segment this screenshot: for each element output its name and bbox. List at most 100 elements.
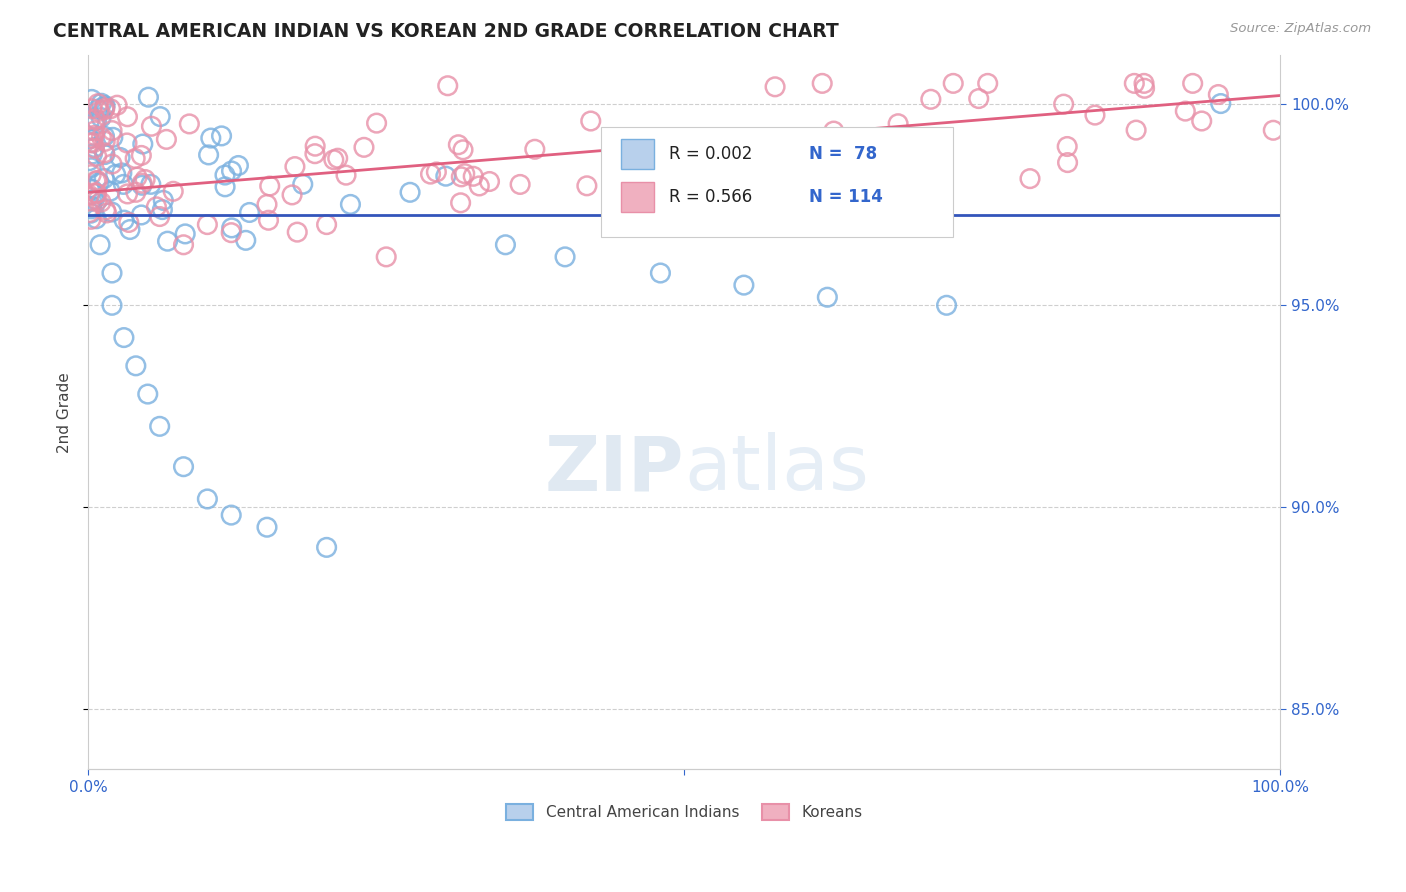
- Point: [90, 195, 112, 210]
- Text: atlas: atlas: [685, 433, 869, 507]
- Point: [621, 203, 644, 218]
- Point: [852, 186, 875, 200]
- Point: [942, 76, 965, 90]
- Point: [94, 202, 117, 217]
- Point: [920, 92, 942, 106]
- Point: [925, 136, 948, 151]
- Point: [90, 96, 112, 111]
- Point: [235, 233, 257, 247]
- Point: [93, 171, 115, 186]
- Point: [256, 520, 278, 534]
- Point: [478, 174, 501, 188]
- Point: [197, 148, 219, 162]
- Point: [304, 146, 326, 161]
- Point: [124, 152, 146, 166]
- Point: [136, 387, 159, 401]
- Point: [80, 102, 103, 116]
- Point: [125, 186, 148, 200]
- Point: [101, 130, 124, 145]
- Point: [1181, 76, 1204, 90]
- Point: [125, 170, 148, 185]
- FancyBboxPatch shape: [621, 139, 654, 169]
- Point: [79, 136, 101, 150]
- Point: [100, 102, 122, 116]
- Point: [304, 139, 326, 153]
- Point: [509, 178, 531, 192]
- Point: [1209, 96, 1232, 111]
- Point: [152, 202, 174, 217]
- Point: [101, 123, 124, 137]
- Point: [1056, 139, 1078, 153]
- Point: [174, 227, 197, 241]
- Point: [221, 220, 243, 235]
- Point: [93, 129, 115, 144]
- Point: [94, 134, 117, 148]
- Point: [284, 160, 307, 174]
- Point: [87, 104, 110, 119]
- Point: [79, 132, 101, 146]
- Point: [80, 194, 103, 208]
- Point: [138, 90, 160, 104]
- Point: [82, 183, 104, 197]
- Point: [94, 98, 117, 112]
- Point: [281, 188, 304, 202]
- Point: [887, 117, 910, 131]
- Point: [912, 147, 935, 161]
- Point: [87, 176, 110, 190]
- Point: [149, 419, 172, 434]
- Point: [131, 208, 153, 222]
- Point: [101, 157, 124, 171]
- Point: [179, 117, 201, 131]
- Point: [326, 151, 349, 165]
- Point: [152, 194, 174, 208]
- Point: [815, 290, 838, 304]
- Point: [80, 168, 103, 182]
- FancyBboxPatch shape: [621, 182, 654, 212]
- Point: [86, 113, 108, 128]
- Point: [463, 169, 485, 184]
- Point: [219, 226, 242, 240]
- Point: [257, 213, 280, 227]
- Point: [654, 178, 676, 192]
- Point: [976, 76, 998, 90]
- Point: [322, 153, 344, 167]
- Point: [967, 91, 990, 105]
- Text: Source: ZipAtlas.com: Source: ZipAtlas.com: [1230, 22, 1371, 36]
- Point: [366, 116, 388, 130]
- Point: [1053, 97, 1076, 112]
- Point: [84, 174, 107, 188]
- Point: [935, 298, 957, 312]
- Point: [155, 132, 177, 146]
- Point: [104, 168, 127, 182]
- Point: [1056, 155, 1078, 169]
- Point: [90, 111, 112, 125]
- Point: [134, 172, 156, 186]
- Point: [145, 200, 167, 214]
- Point: [211, 128, 233, 143]
- Point: [141, 120, 163, 134]
- Point: [195, 491, 218, 506]
- Point: [335, 168, 357, 182]
- Point: [238, 205, 260, 219]
- Point: [162, 184, 184, 198]
- Point: [100, 205, 122, 219]
- Point: [1133, 76, 1156, 90]
- Point: [96, 206, 118, 220]
- Point: [419, 167, 441, 181]
- Point: [86, 211, 108, 226]
- Point: [436, 78, 458, 93]
- Point: [575, 178, 598, 193]
- Point: [650, 266, 672, 280]
- Point: [1263, 123, 1285, 137]
- Point: [697, 210, 720, 224]
- Point: [132, 136, 155, 151]
- Text: R = 0.566: R = 0.566: [669, 187, 752, 205]
- Point: [83, 128, 105, 143]
- Point: [1208, 87, 1230, 102]
- Point: [83, 141, 105, 155]
- Point: [339, 197, 361, 211]
- Point: [447, 137, 470, 152]
- Point: [156, 234, 179, 248]
- Point: [82, 136, 104, 150]
- Point: [911, 197, 934, 211]
